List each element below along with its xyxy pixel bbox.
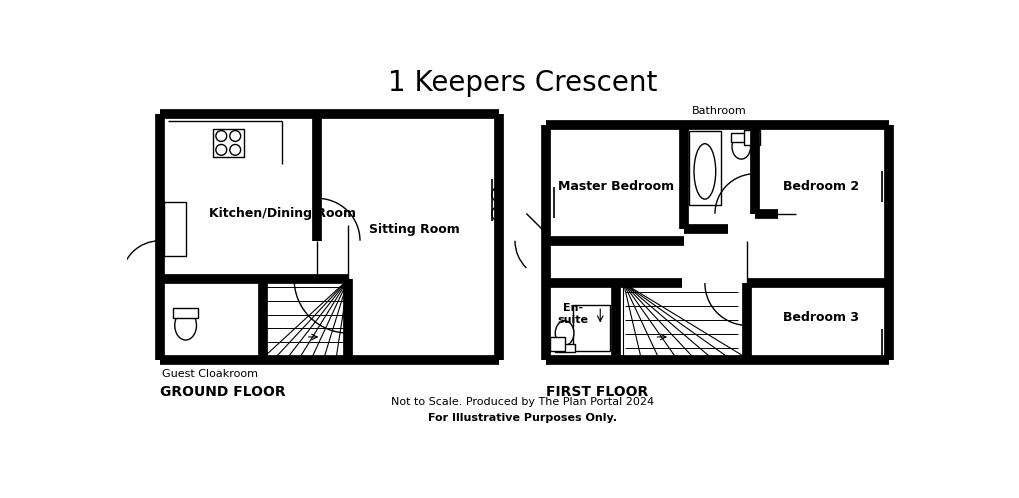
- Bar: [554, 344, 574, 353]
- Text: Bedroom 3: Bedroom 3: [783, 311, 858, 324]
- Text: Master Bedroom: Master Bedroom: [557, 180, 674, 193]
- Ellipse shape: [732, 134, 750, 159]
- Text: Sitting Room: Sitting Room: [369, 223, 460, 236]
- Bar: [549, 337, 565, 351]
- Ellipse shape: [174, 311, 197, 340]
- Ellipse shape: [554, 321, 574, 346]
- Text: Bedroom 2: Bedroom 2: [783, 180, 858, 193]
- Text: Kitchen/Dining Room: Kitchen/Dining Room: [209, 207, 356, 220]
- Ellipse shape: [693, 144, 715, 199]
- Bar: [173, 308, 198, 319]
- Bar: [213, 129, 244, 157]
- Bar: [688, 131, 720, 205]
- Text: En-
suite: En- suite: [557, 303, 588, 325]
- Text: Bathroom: Bathroom: [692, 107, 746, 117]
- Text: FIRST FLOOR: FIRST FLOOR: [545, 385, 648, 399]
- Bar: [573, 305, 609, 351]
- Bar: [164, 202, 185, 256]
- Text: 1 Keepers Crescent: 1 Keepers Crescent: [387, 69, 657, 97]
- Text: Guest Cloakroom: Guest Cloakroom: [162, 369, 258, 379]
- Text: For Illustrative Purposes Only.: For Illustrative Purposes Only.: [428, 413, 616, 423]
- Bar: [731, 133, 751, 142]
- Text: GROUND FLOOR: GROUND FLOOR: [160, 385, 285, 399]
- Bar: [744, 130, 759, 145]
- Text: Not to Scale. Produced by The Plan Portal 2024: Not to Scale. Produced by The Plan Porta…: [391, 397, 653, 407]
